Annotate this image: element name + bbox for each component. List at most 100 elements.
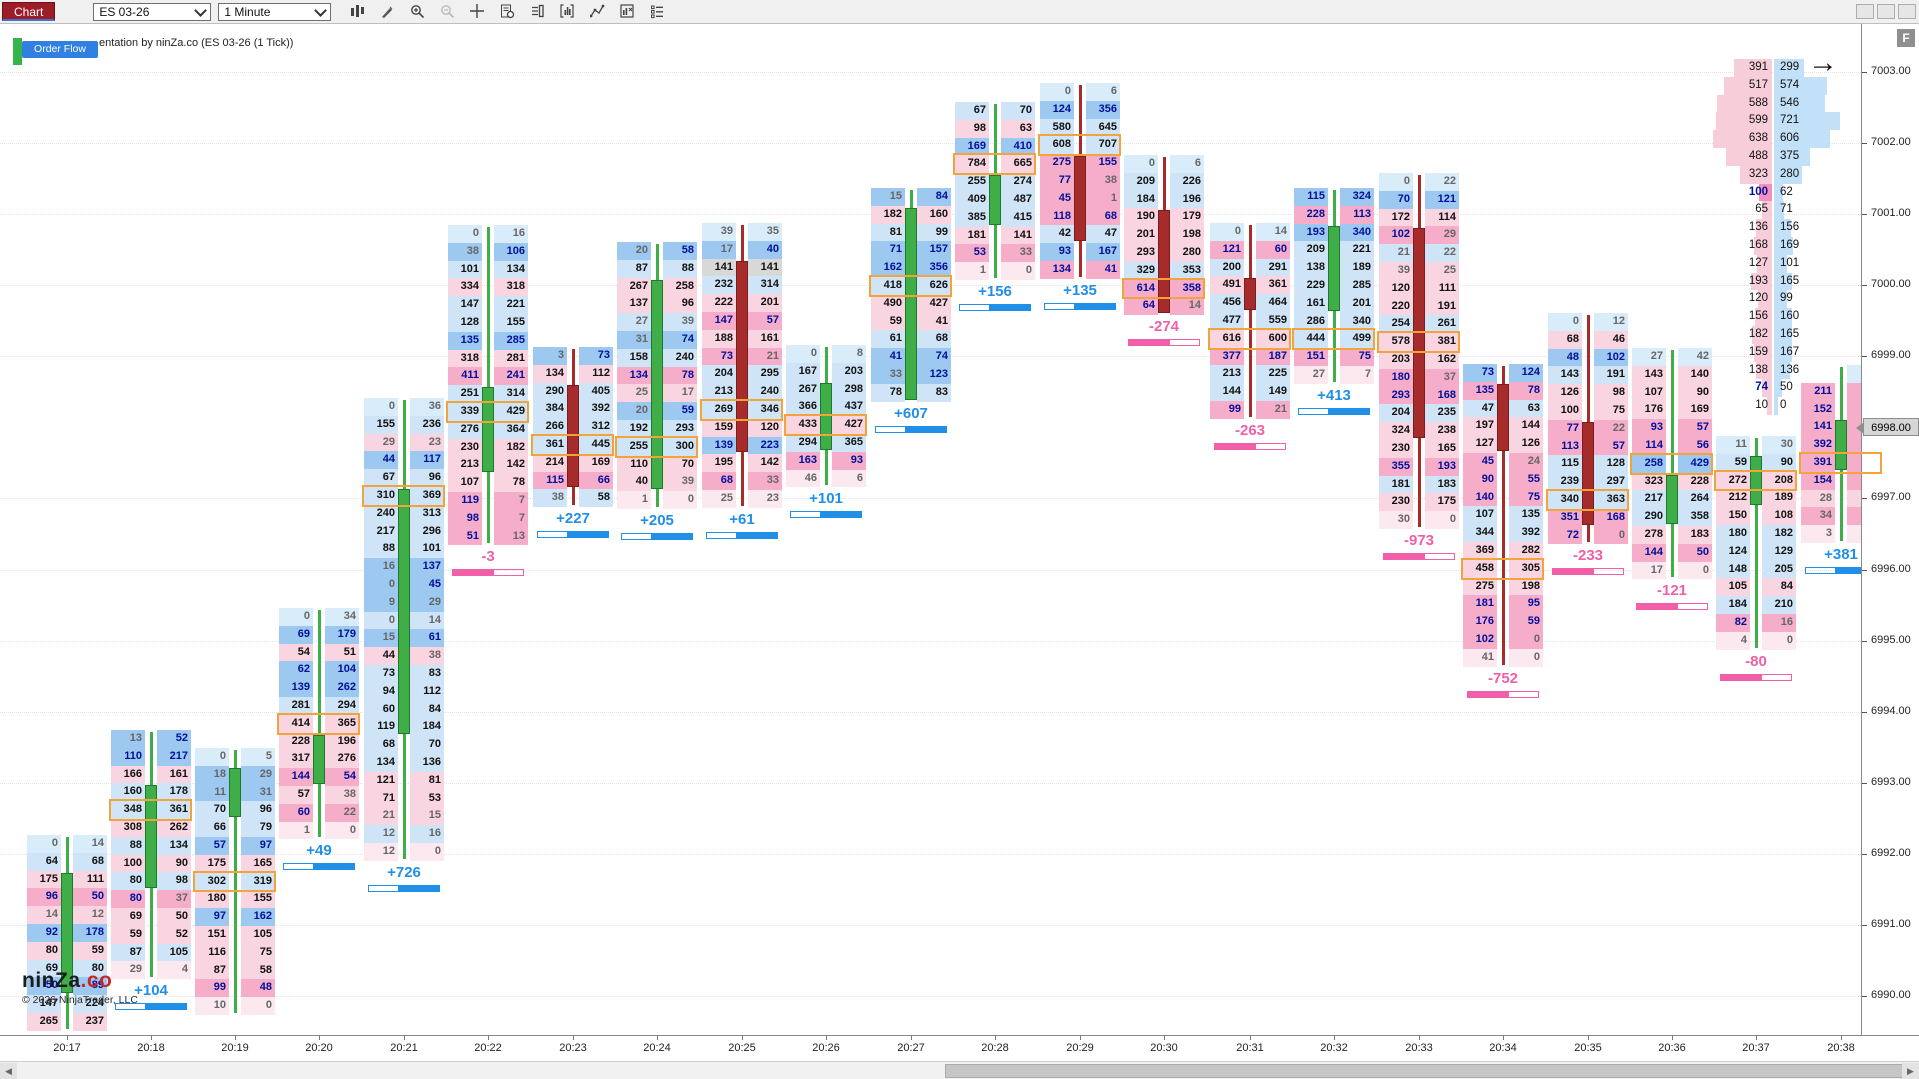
ask-volume-cell: 136 [410, 753, 444, 772]
bid-volume-cell: 272 [1716, 471, 1750, 490]
footprint-row: 27 39 [617, 313, 697, 331]
bid-volume-cell: 3 [1801, 525, 1835, 543]
scrollbar-thumb[interactable] [945, 1064, 1903, 1078]
time-tick [151, 1036, 152, 1040]
ask-volume-cell: 41 [917, 312, 951, 331]
zoom-in-icon[interactable] [406, 2, 428, 22]
ask-volume-cell: 175 [1425, 493, 1459, 512]
ask-profile-value: 574 [1780, 78, 1800, 91]
bid-volume-cell: 62 [279, 661, 313, 680]
ask-volume-cell: 106 [494, 242, 528, 261]
bid-volume-cell: 115 [1294, 188, 1328, 206]
ask-volume-cell: 50 [157, 907, 191, 926]
ask-volume-cell: 50 [1678, 543, 1712, 562]
bid-volume-cell: 69 [111, 907, 145, 926]
ask-volume-cell: 46 [1594, 330, 1628, 349]
window-minimize-button[interactable] [1856, 4, 1874, 19]
bid-volume-cell: 119 [448, 491, 482, 510]
bid-volume-cell: 11 [195, 783, 229, 802]
go-to-latest-icon[interactable]: → [1808, 46, 1838, 79]
footprint-row: 267 298 [786, 380, 866, 399]
ask-volume-cell: 16 [1762, 613, 1796, 632]
bid-volume-cell: 135 [448, 331, 482, 350]
interval-selector[interactable]: 1 Minute [218, 2, 332, 21]
time-axis[interactable]: 20:17 20:18 20:19 20:20 20:21 20:22 20:23 20:24… [0, 1035, 1919, 1062]
footprint-candle-20:37: 11 30 59 90 272 208 212 189 150 108 180 182 124 129 14… [1714, 436, 1797, 681]
ask-volume-cell: 276 [325, 750, 359, 769]
footprint-row: 127 126 [1463, 435, 1543, 453]
delta-ratio-bar [537, 531, 609, 539]
footprint-row: 47 63 [1463, 399, 1543, 418]
ask-volume-cell: 487 [1001, 190, 1035, 209]
ask-volume-cell: 29 [1425, 226, 1459, 245]
instrument-selector[interactable]: ES 03-26 [93, 2, 212, 21]
scroll-right-button[interactable]: ▶ [1902, 1063, 1919, 1079]
ask-volume-cell: 58 [579, 489, 613, 508]
ask-volume-cell: 645 [1086, 118, 1120, 137]
footprint-row: 163 93 [786, 451, 866, 470]
ask-volume-cell: 83 [917, 383, 951, 402]
footprint-row: 148 205 [1716, 560, 1796, 579]
time-tick [1080, 1036, 1081, 1040]
bid-profile-value: 159 [1748, 345, 1768, 358]
bid-profile-bar [1762, 379, 1772, 398]
footprint-row: 230 182 [448, 438, 528, 457]
price-axis[interactable]: F 7003.00 7002.00 7001.00 7000.00 6999.00 699… [1856, 24, 1919, 1060]
data-box-icon[interactable] [496, 2, 518, 22]
ask-volume-cell: 0 [663, 491, 697, 509]
footprint-row: 169 410 [955, 137, 1035, 156]
footprint-row: 255 274 [955, 173, 1035, 191]
order-flow-button[interactable]: Order Flow [22, 41, 98, 58]
fit-axis-button[interactable]: F [1897, 29, 1915, 47]
bid-volume-cell: 278 [1632, 525, 1666, 544]
bar-delta-label: +381 [1824, 546, 1858, 563]
object-explorer-icon[interactable] [526, 2, 548, 22]
time-tick [1164, 1036, 1165, 1040]
price-label: 6992.00 [1871, 847, 1911, 859]
time-label: 20:38 [1827, 1042, 1855, 1054]
ask-volume-cell: 63 [1001, 119, 1035, 138]
ask-volume-cell: 14 [410, 611, 444, 630]
bid-profile-bar [1767, 397, 1772, 415]
tab-chart[interactable]: Chart [2, 2, 56, 21]
window-close-button[interactable] [1898, 4, 1916, 19]
ask-profile-bar [1774, 379, 1782, 398]
ask-volume-cell: 179 [1170, 208, 1204, 227]
crosshair-icon[interactable] [466, 2, 488, 22]
bid-volume-cell: 73 [1463, 364, 1497, 382]
footprint-row: 80 98 [111, 872, 191, 891]
ask-volume-cell: 22 [325, 803, 359, 822]
trendline-icon[interactable] [586, 2, 608, 22]
candle-body [1582, 421, 1594, 525]
bid-volume-cell: 101 [448, 260, 482, 279]
ask-volume-cell: 6 [1086, 83, 1120, 101]
indicator-panel-icon[interactable] [556, 2, 578, 22]
ask-volume-cell: 155 [241, 890, 275, 909]
bid-volume-cell: 113 [1548, 437, 1582, 456]
ask-volume-cell: 111 [1425, 279, 1459, 298]
footprint-row: 265 237 [27, 1012, 107, 1031]
bid-volume-cell: 135 [1463, 381, 1497, 400]
footprint-row: 308 262 [111, 818, 191, 837]
ask-volume-cell: 0 [1594, 526, 1628, 545]
footprint-row: 126 98 [1548, 384, 1628, 402]
horizontal-scrollbar[interactable]: ◀ ▶ [0, 1061, 1919, 1079]
footprint-row: 20 59 [617, 402, 697, 420]
bid-volume-cell: 267 [617, 277, 651, 296]
time-tick [1419, 1036, 1420, 1040]
footprint-row: 190 179 [1124, 208, 1204, 227]
properties-icon[interactable] [646, 2, 668, 22]
chart-canvas[interactable]: entation by ninZa.co (ES 03-26 (1 Tick))… [0, 24, 1882, 1035]
price-style-icon[interactable] [346, 2, 368, 22]
ask-volume-cell: 182 [494, 438, 528, 457]
bid-volume-cell: 254 [1379, 315, 1413, 334]
window-restore-button[interactable] [1877, 4, 1895, 19]
bid-volume-cell: 16 [364, 558, 398, 576]
bid-volume-cell: 230 [448, 438, 482, 457]
footprint-row: 254 261 [1379, 315, 1459, 334]
chart-trader-icon[interactable] [616, 2, 638, 22]
bid-volume-cell: 385 [955, 208, 989, 227]
draw-icon[interactable] [376, 2, 398, 22]
scroll-left-button[interactable]: ◀ [0, 1063, 17, 1079]
zoom-out-icon[interactable] [436, 2, 458, 22]
